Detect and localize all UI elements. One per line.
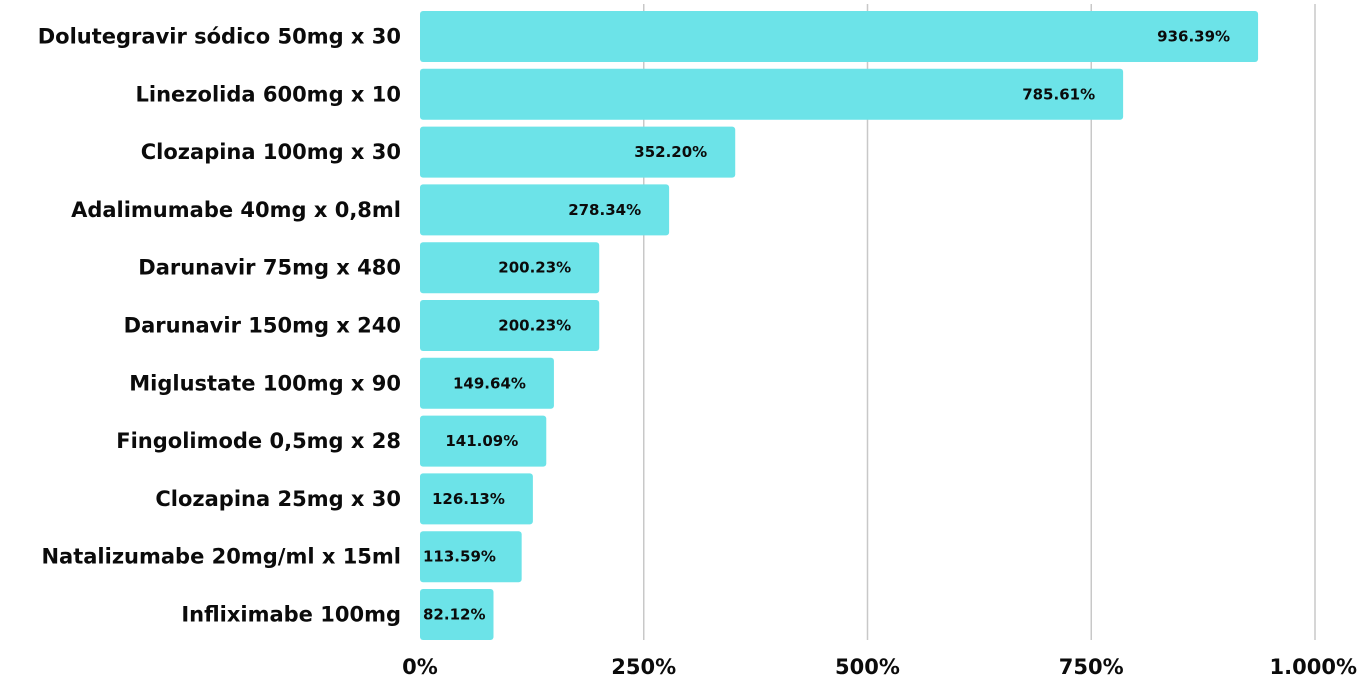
data-label: 352.20% xyxy=(634,143,707,161)
x-tick-label: 750% xyxy=(1059,655,1124,677)
bar xyxy=(420,68,1124,120)
bar xyxy=(420,531,522,583)
data-label: 113.59% xyxy=(423,548,496,566)
data-label: 126.13% xyxy=(432,490,505,508)
category-label: Adalimumabe 40mg x 0,8ml xyxy=(71,198,401,222)
bars: 936.39% 785.61% 352.20% 278.34% 200.23% 200.2… xyxy=(420,11,1259,640)
x-tick-label: 1.000% xyxy=(1270,655,1357,677)
data-label: 785.61% xyxy=(1022,85,1095,103)
data-label: 141.09% xyxy=(445,432,518,450)
bar xyxy=(420,11,1259,62)
bar xyxy=(420,300,600,351)
category-labels: Dolutegravir sódico 50mg x 30 Linezolida … xyxy=(38,25,401,627)
bar xyxy=(420,473,533,525)
x-tick-label: 0% xyxy=(402,655,438,677)
category-label: Natalizumabe 20mg/ml x 15ml xyxy=(41,545,401,569)
data-label: 82.12% xyxy=(423,606,485,624)
data-label: 149.64% xyxy=(453,374,526,392)
bar xyxy=(420,242,600,294)
data-label: 200.23% xyxy=(498,259,571,277)
data-label: 936.39% xyxy=(1157,28,1230,46)
category-label: Clozapina 25mg x 30 xyxy=(155,487,401,511)
bar xyxy=(420,184,670,236)
bar xyxy=(420,126,736,178)
data-label: 200.23% xyxy=(498,317,571,335)
x-axis-tick-labels: 0% 250% 500% 750% 1.000% xyxy=(402,655,1357,677)
category-label: Miglustate 100mg x 90 xyxy=(129,371,401,395)
category-label: Fingolimode 0,5mg x 28 xyxy=(116,429,401,453)
bar xyxy=(420,415,547,467)
x-tick-label: 250% xyxy=(611,655,676,677)
category-label: Darunavir 75mg x 480 xyxy=(138,256,401,280)
category-label: Darunavir 150mg x 240 xyxy=(124,314,401,338)
category-label: Linezolida 600mg x 10 xyxy=(136,82,401,106)
bar xyxy=(420,357,554,409)
category-label: Dolutegravir sódico 50mg x 30 xyxy=(38,25,401,49)
category-label: Clozapina 100mg x 30 xyxy=(141,140,401,164)
category-label: Infliximabe 100mg xyxy=(181,603,401,627)
data-label: 278.34% xyxy=(568,201,641,219)
x-tick-label: 500% xyxy=(835,655,900,677)
bar xyxy=(420,589,494,640)
